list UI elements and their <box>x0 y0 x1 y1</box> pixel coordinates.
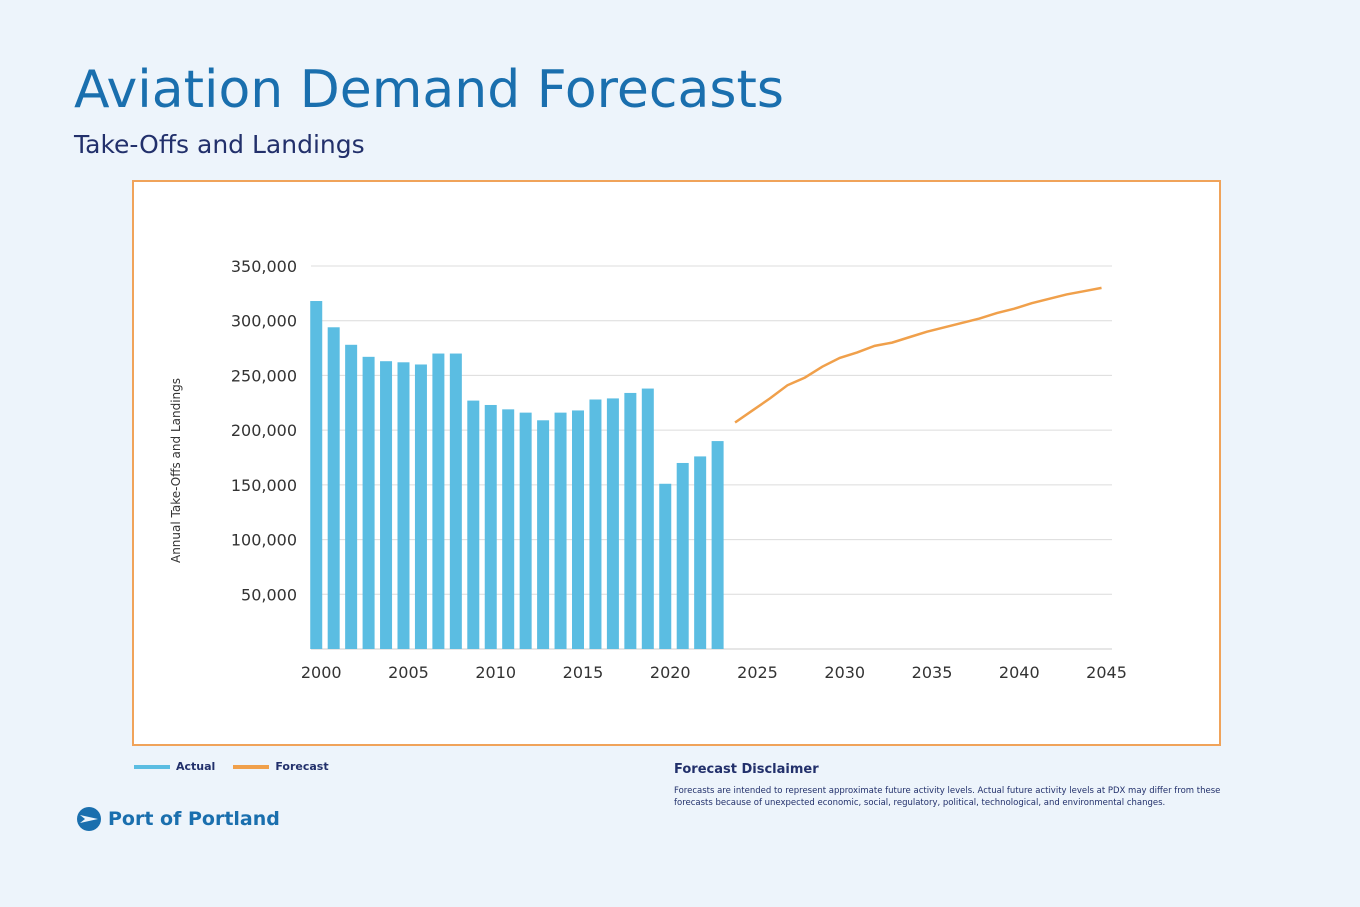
bar <box>502 409 515 649</box>
logo-text: Port of Portland <box>108 808 280 830</box>
legend-item: Forecast <box>233 760 329 773</box>
disclaimer-text: Forecasts are intended to represent appr… <box>674 786 1221 808</box>
legend-item: Actual <box>134 760 215 773</box>
bar <box>537 420 550 649</box>
bar <box>589 399 602 649</box>
bar <box>327 327 340 649</box>
y-tick-label: 300,000 <box>231 312 297 331</box>
legend-label: Actual <box>176 760 216 773</box>
legend: Actual Forecast <box>134 760 329 773</box>
bar <box>345 344 358 649</box>
y-tick-label: 100,000 <box>231 531 297 550</box>
x-tick-label: 2005 <box>388 663 429 682</box>
forecast-line <box>734 286 1102 424</box>
bar <box>397 362 410 649</box>
bar <box>659 483 672 649</box>
logo-icon <box>77 807 101 831</box>
bar <box>694 456 707 649</box>
disclaimer: Forecast Disclaimer Forecasts are intend… <box>674 762 1226 809</box>
x-tick-label: 2020 <box>650 663 691 682</box>
y-axis-label: Annual Take-Offs and Landings <box>169 378 183 563</box>
bar <box>484 404 497 649</box>
bar <box>362 356 375 649</box>
bar <box>414 364 427 649</box>
legend-swatch <box>233 764 270 769</box>
bar <box>449 353 462 649</box>
y-tick-label: 150,000 <box>231 476 297 495</box>
bar <box>606 398 619 649</box>
page-title: Aviation Demand Forecasts <box>74 60 784 120</box>
x-tick-label: 2025 <box>737 663 778 682</box>
bar <box>572 410 584 649</box>
page-subtitle: Take-Offs and Landings <box>74 130 365 159</box>
bar <box>310 301 323 649</box>
x-tick-label: 2015 <box>563 663 604 682</box>
bar <box>711 441 724 649</box>
x-tick-label: 2010 <box>475 663 516 682</box>
bar <box>467 400 480 649</box>
legend-label: Forecast <box>275 760 329 773</box>
x-tick-label: 2045 <box>1086 663 1127 682</box>
x-tick-label: 2040 <box>999 663 1040 682</box>
logo: Port of Portland <box>76 806 280 832</box>
x-tick-label: 2035 <box>912 663 953 682</box>
y-tick-label: 50,000 <box>241 585 297 604</box>
legend-swatch <box>134 764 170 769</box>
bar <box>624 392 637 649</box>
bar <box>554 412 567 649</box>
bar <box>641 388 654 649</box>
y-tick-label: 200,000 <box>231 421 297 440</box>
y-tick-label: 250,000 <box>231 366 297 385</box>
x-tick-label: 2000 <box>301 663 342 682</box>
y-tick-label: 350,000 <box>231 257 297 276</box>
bar <box>380 361 393 649</box>
chart: 50,000 100,000 150,000 200,000 250,000 300,00… <box>132 180 1221 746</box>
bar <box>432 353 445 649</box>
x-tick-label: 2030 <box>824 663 865 682</box>
bar <box>676 462 689 649</box>
disclaimer-title: Forecast Disclaimer <box>674 762 819 777</box>
bar <box>519 412 532 649</box>
